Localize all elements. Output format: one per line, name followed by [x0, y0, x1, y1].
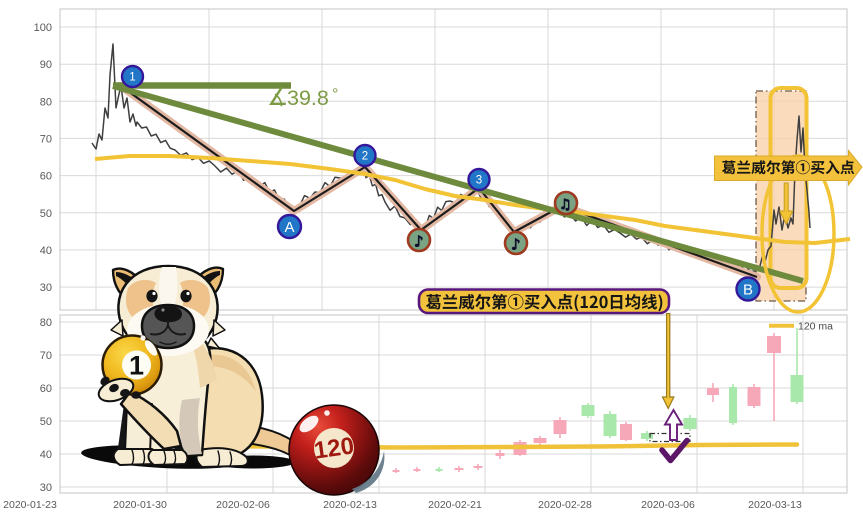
svg-text:A: A: [284, 219, 294, 236]
svg-text:1: 1: [129, 351, 144, 381]
svg-text:40: 40: [40, 245, 52, 257]
svg-text:80: 80: [40, 317, 52, 329]
svg-text:1: 1: [129, 72, 135, 84]
svg-text:60: 60: [40, 383, 52, 395]
svg-text:°: °: [332, 86, 338, 103]
svg-text:70: 70: [40, 133, 52, 145]
svg-text:B: B: [743, 281, 753, 298]
svg-text:120 ma: 120 ma: [798, 321, 833, 333]
svg-text:2020-01-30: 2020-01-30: [113, 499, 167, 511]
svg-text:2020-02-21: 2020-02-21: [428, 499, 482, 511]
svg-text:2020-02-28: 2020-02-28: [538, 499, 592, 511]
svg-text:30: 30: [40, 282, 52, 294]
svg-text:2020-02-13: 2020-02-13: [323, 499, 377, 511]
svg-text:50: 50: [40, 416, 52, 428]
svg-text:2020-01-23: 2020-01-23: [3, 499, 57, 511]
svg-text:2020-02-06: 2020-02-06: [216, 499, 270, 511]
svg-text:2020-03-06: 2020-03-06: [641, 499, 695, 511]
svg-text:80: 80: [40, 96, 52, 108]
svg-text:30: 30: [40, 482, 52, 494]
svg-text:60: 60: [40, 171, 52, 183]
svg-text:100: 100: [34, 22, 52, 34]
svg-text:2020-03-13: 2020-03-13: [748, 499, 802, 511]
svg-text:40: 40: [40, 449, 52, 461]
svg-text:120: 120: [312, 432, 355, 464]
svg-text:3: 3: [476, 175, 482, 187]
svg-text:2: 2: [362, 151, 368, 163]
svg-text:39.8: 39.8: [287, 86, 329, 110]
svg-text:70: 70: [40, 350, 52, 362]
svg-text:90: 90: [40, 59, 52, 71]
svg-text:50: 50: [40, 208, 52, 220]
